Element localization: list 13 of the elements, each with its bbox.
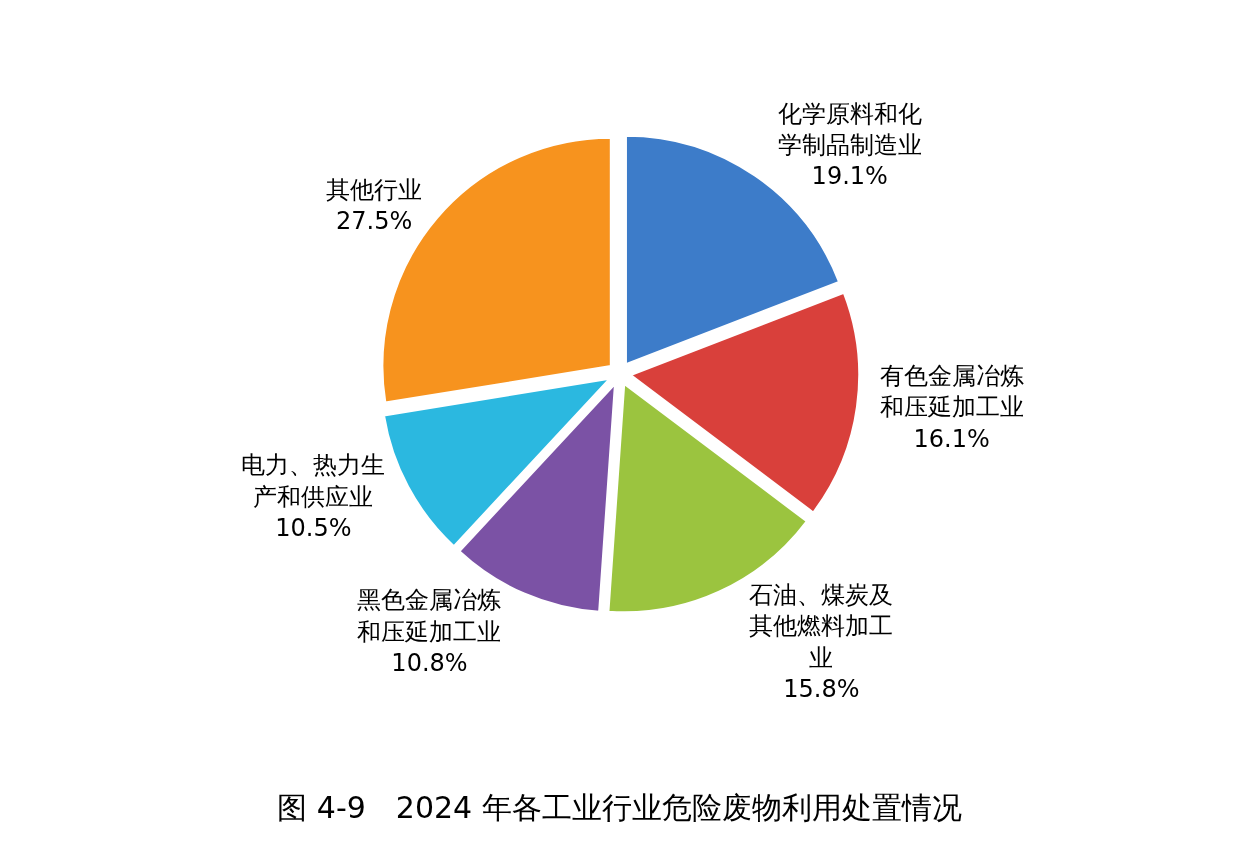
data-label: 27.5% (335, 207, 413, 236)
data-label: 19.1% (811, 162, 888, 191)
data-label: 16.1% (913, 424, 990, 453)
slice-label: 有色金属冶炼和压延加工业 (879, 362, 1024, 422)
slice-label: 电力、热力生产和供应业 (241, 451, 386, 511)
data-label: 10.5% (275, 513, 352, 542)
slice-label: 石油、煤炭及其他燃料加工业 (749, 581, 894, 672)
slice-label: 化学原料和化学制品制造业 (777, 99, 922, 160)
data-label: 15.8% (783, 674, 860, 703)
slice-label: 黑色金属冶炼和压延加工业 (357, 586, 502, 646)
text: 图 4-9 2024 年各工业行业危险废物利用处置情况 (277, 789, 962, 825)
data-label: 10.8% (391, 648, 468, 677)
slice-label: 其他行业 (326, 176, 423, 205)
